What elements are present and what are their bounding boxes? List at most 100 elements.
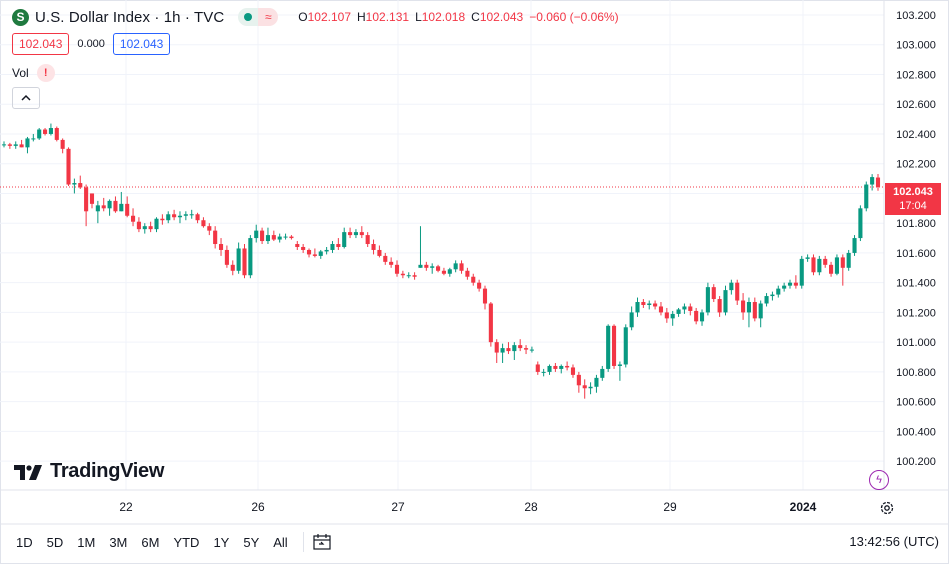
candle-body [130,215,136,222]
spread-value: 0.000 [77,38,105,50]
candle-body [218,244,224,250]
lightning-icon[interactable]: ϟ [869,470,889,490]
candle-body [600,368,605,378]
candle-body [353,232,358,236]
candle-body [799,258,804,286]
range-ytd[interactable]: YTD [173,534,200,550]
candle-body [430,266,435,268]
candle-body [107,200,112,209]
y-tick-label: 102.600 [896,99,936,111]
y-tick-label: 101.400 [896,278,936,290]
x-tick-label: 26 [251,500,265,514]
dollar-symbol-icon[interactable]: S [12,8,29,26]
y-tick-label: 100.200 [896,456,936,468]
candle-body [136,221,141,230]
candle-body [459,263,464,271]
candle-body [183,214,188,216]
candle-body [529,349,534,351]
candle-body [582,385,587,389]
candle-body [260,230,265,242]
tradingview-logo[interactable]: TradingView [14,460,164,483]
candle-body [717,299,722,313]
candle-body [78,183,83,188]
y-tick-label: 101.600 [896,248,936,260]
range-1d[interactable]: 1D [16,534,33,550]
candle-body [465,270,470,277]
gear-icon[interactable] [879,500,895,516]
candle-body [535,364,540,372]
candle-body [177,215,183,218]
candle-body [54,128,59,140]
y-tick-label: 101.200 [896,307,936,319]
volume-legend: Vol ! [12,64,55,82]
candle-body [576,374,581,386]
candle-body [664,312,669,319]
last-price-tag: 102.043 17:04 [885,183,941,215]
buy-button[interactable]: 102.043 [112,33,171,55]
candle-body [682,306,687,310]
candle-body [248,238,253,276]
candle-body [295,244,300,247]
chevron-up-icon [21,94,31,101]
range-5y[interactable]: 5Y [243,534,260,550]
candle-body [811,257,816,273]
utc-clock[interactable]: 13:42:56 (UTC) [849,534,939,549]
candle-body [846,252,851,268]
symbol-title[interactable]: U.S. Dollar Index · 1h · TVC [35,8,225,26]
market-status-pill[interactable]: ≈ [238,8,279,26]
low-value: 102.018 [421,10,466,24]
candle-body [741,300,746,313]
candle-body [389,261,394,265]
candle-body [588,386,593,389]
range-all[interactable]: All [273,534,288,550]
candle-body [770,294,775,297]
candle-body [125,203,130,216]
warning-icon[interactable]: ! [36,64,55,82]
candle-body [441,270,446,274]
data-delay-icon[interactable]: ≈ [258,8,279,26]
volume-label[interactable]: Vol [12,66,29,80]
calendar-goto-icon[interactable] [312,533,332,551]
candle-body [342,232,347,247]
ohlc-values: O102.107 H102.131 L102.018 C102.043 −0.0… [298,10,618,24]
x-tick-label: 28 [524,500,538,514]
candle-body [37,129,42,139]
range-1m[interactable]: 1M [77,534,96,550]
range-5d[interactable]: 5D [46,534,64,550]
candle-body [242,248,247,276]
high-label: H [357,10,366,24]
range-6m[interactable]: 6M [141,534,160,550]
price-chart[interactable]: 103.200 103.000 102.800 102.600 102.400 102.2… [0,0,949,525]
change-value: −0.060 (−0.06%) [529,10,619,24]
open-label: O [298,10,308,24]
market-open-icon[interactable] [238,8,259,26]
candle-body [782,285,787,289]
candle-body [318,251,323,256]
legend-header: S U.S. Dollar Index · 1h · TVC ≈ O102.10… [12,6,619,28]
range-3m[interactable]: 3M [109,534,128,550]
candle-body [553,365,558,369]
candle-body [870,177,875,185]
candle-body [723,290,728,313]
range-1y[interactable]: 1Y [213,534,230,550]
candle-body [647,303,652,305]
candle-body [477,282,482,289]
candle-body [84,187,89,212]
candle-body [412,275,417,277]
candle-body [348,232,353,236]
sell-button[interactable]: 102.043 [12,33,70,55]
candle-body [453,263,458,270]
candle-body [265,235,271,242]
bottom-toolbar: 1D 5D 1M 3M 6M YTD 1Y 5Y All [0,525,949,559]
candle-body [858,208,863,239]
candle-body [629,312,634,328]
candle-body [154,218,159,230]
collapse-legend-button[interactable] [12,87,40,109]
candle-body [371,244,376,250]
candle-body [570,367,576,375]
candle-body [31,138,36,140]
candle-body [66,148,71,185]
candle-body [336,244,341,247]
candle-body [758,303,763,319]
candle-body [705,287,710,313]
